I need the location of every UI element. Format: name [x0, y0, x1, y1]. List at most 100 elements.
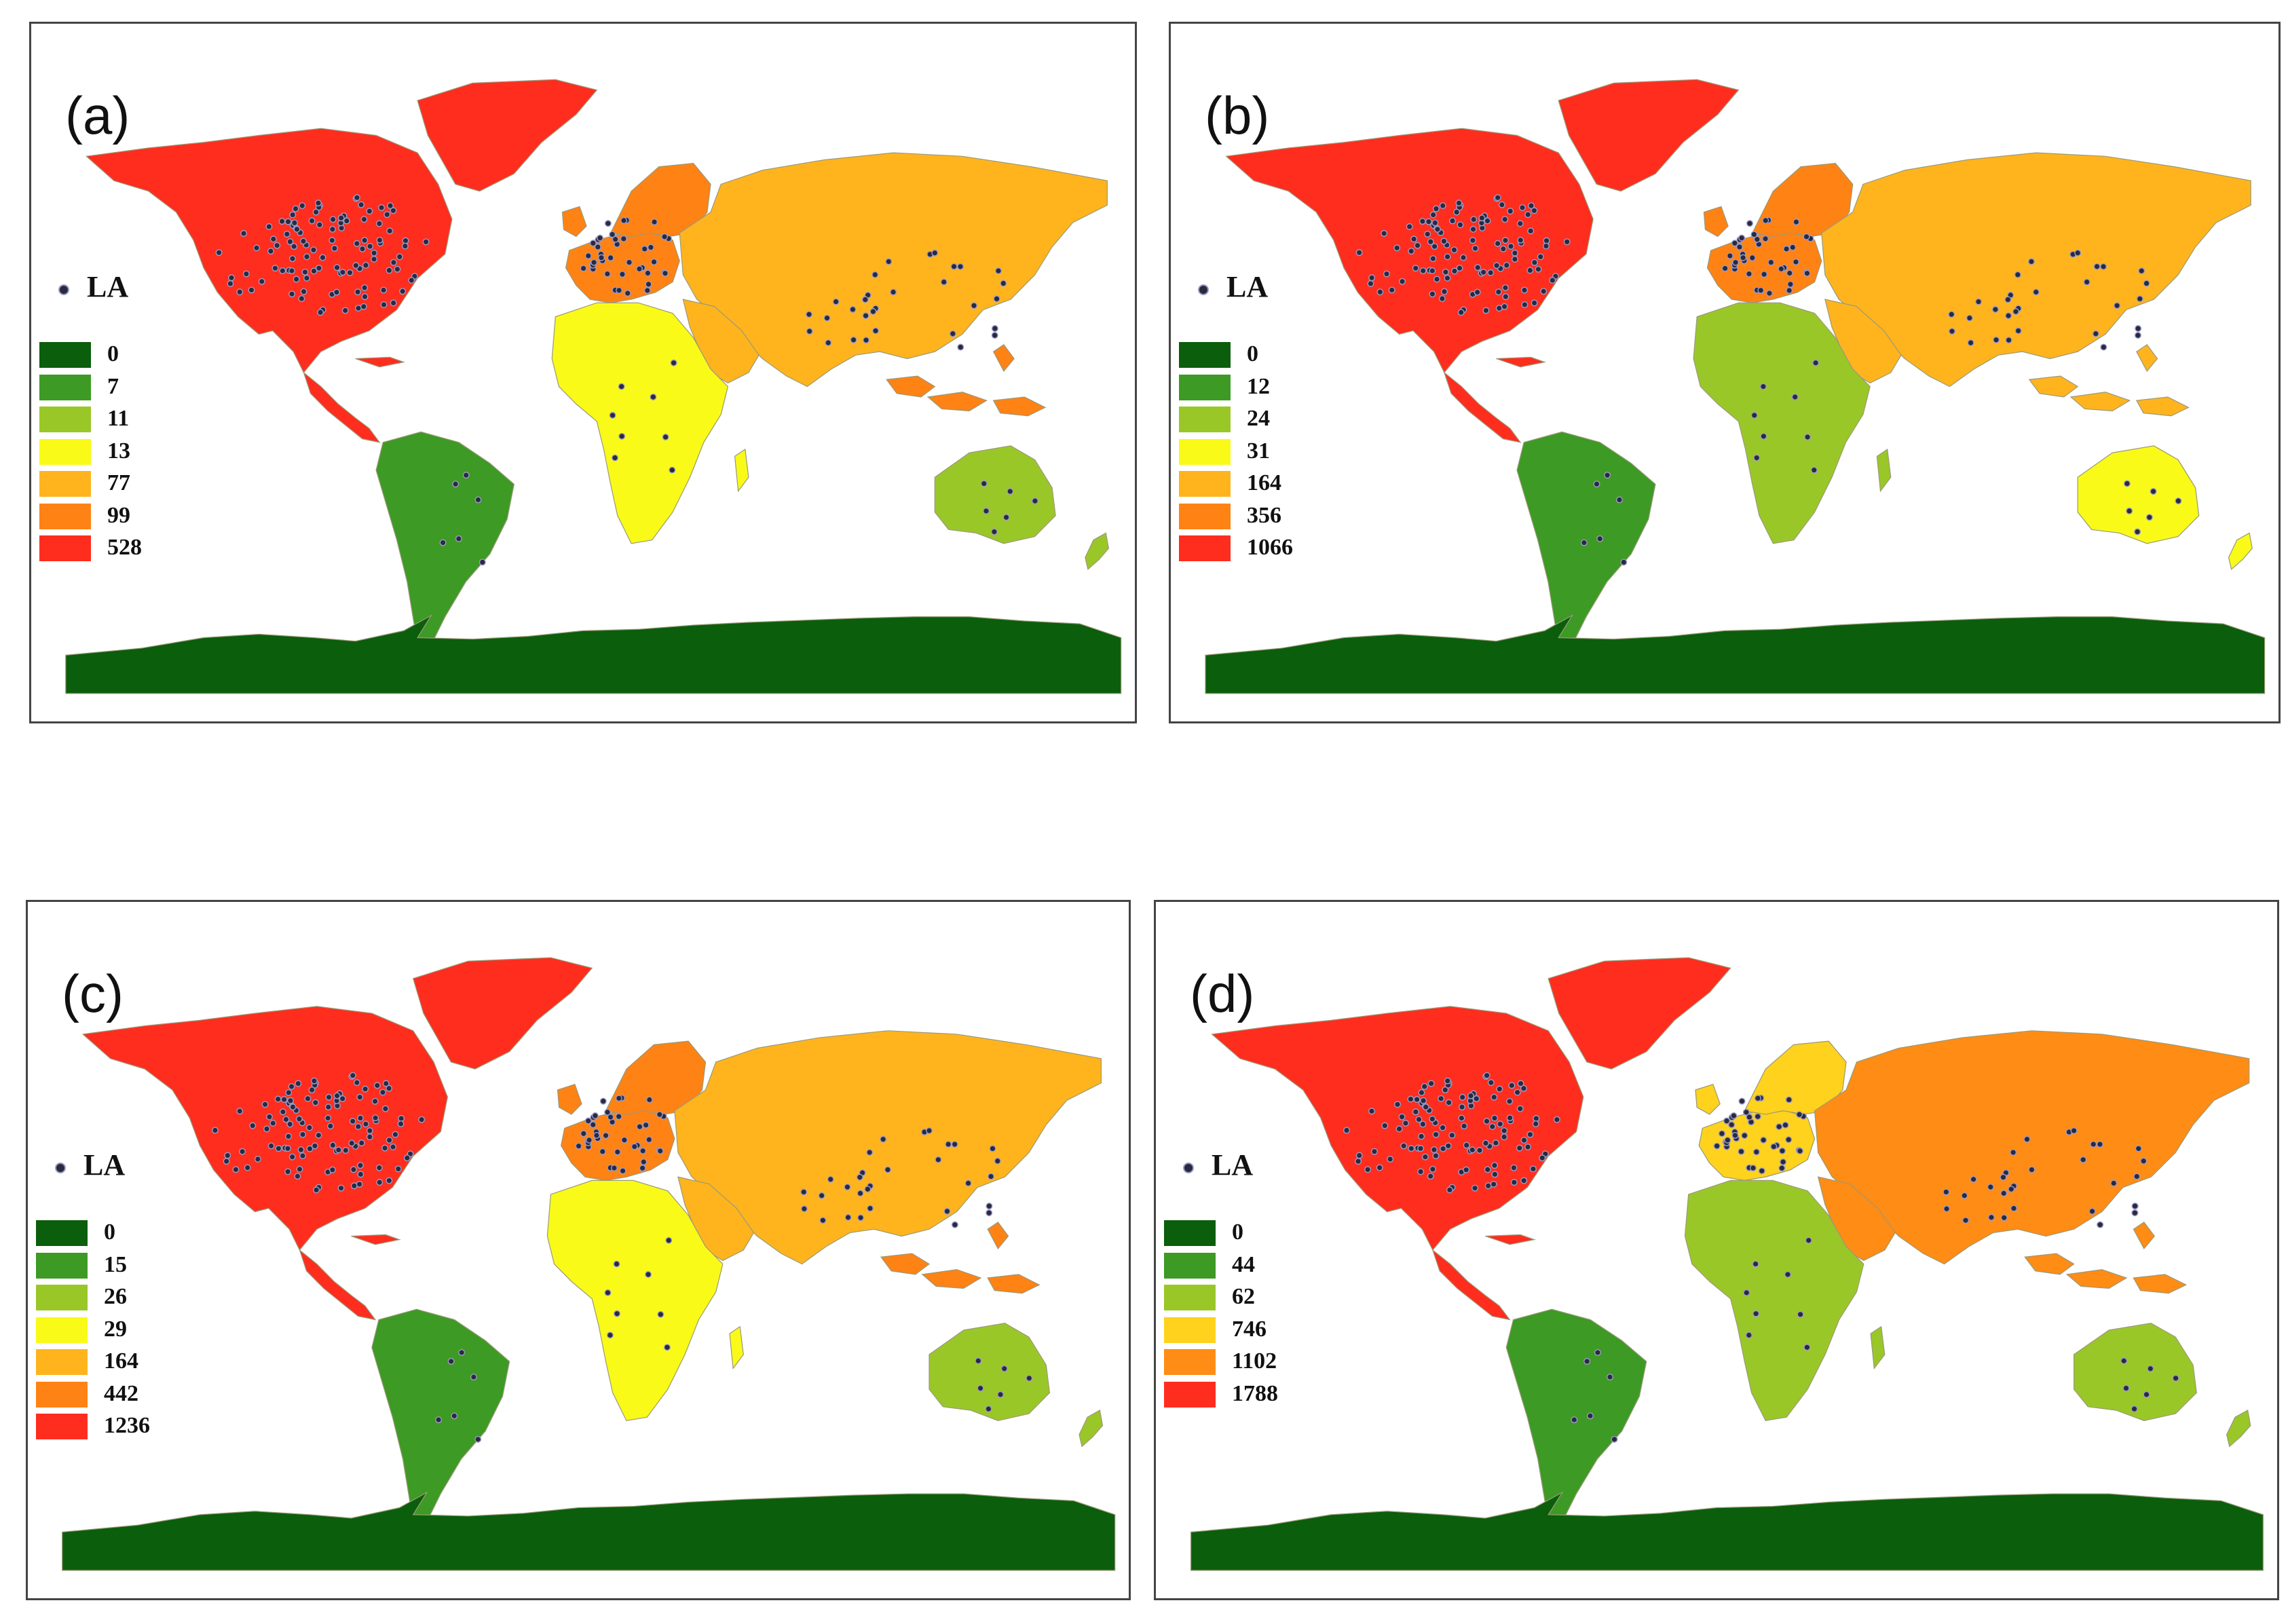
la-markers [1355, 194, 2182, 566]
region-greenland [412, 957, 593, 1070]
la-marker [1738, 1148, 1745, 1155]
country-shape [992, 396, 1047, 417]
la-marker [1490, 1162, 1499, 1169]
la-marker [1471, 1184, 1479, 1192]
la-marker [329, 237, 336, 244]
la-marker [316, 221, 323, 229]
la-marker [2131, 1405, 2138, 1413]
la-marker [294, 1173, 301, 1180]
la-marker [1785, 1136, 1793, 1144]
la-marker [353, 240, 360, 247]
la-marker [615, 1095, 622, 1102]
la-marker [1473, 1095, 1480, 1102]
la-marker [215, 249, 223, 257]
la-marker [360, 303, 367, 310]
la-marker [390, 207, 397, 214]
legend-label: 15 [104, 1251, 127, 1277]
country-shape [734, 449, 749, 493]
la-marker [612, 454, 619, 461]
region-antarctica [65, 614, 1122, 694]
region-north-america [81, 1006, 449, 1321]
la-marker [458, 1348, 466, 1356]
la-marker [439, 539, 447, 546]
la-marker [604, 220, 612, 227]
la-marker [1388, 286, 1395, 294]
la-marker [1494, 194, 1501, 202]
la-marker [827, 1175, 834, 1183]
world-map [1205, 79, 2266, 694]
country-shape [561, 206, 587, 238]
la-marker [1987, 1213, 1995, 1221]
la-marker [590, 259, 598, 266]
legend-swatch [39, 374, 91, 400]
la-marker [2114, 302, 2121, 309]
region-new-zealand [1079, 1410, 1104, 1448]
country-shape [2024, 1253, 2075, 1275]
region-southeast-asia-islands [880, 1222, 1040, 1294]
country-shape [546, 1179, 724, 1422]
la-marker [269, 235, 277, 243]
country-shape [987, 1274, 1040, 1294]
la-marker [376, 236, 383, 244]
la-markers [1343, 1072, 2179, 1443]
la-marker [1762, 216, 1769, 224]
region-greenland [1548, 957, 1731, 1070]
world-map [1190, 957, 2264, 1571]
la-marker [366, 1133, 373, 1141]
la-marker [951, 1221, 958, 1228]
la-marker [310, 246, 317, 254]
la-marker [249, 1122, 257, 1129]
la-marker [986, 1209, 993, 1217]
la-marker [1420, 1097, 1427, 1104]
la-marker [604, 1289, 612, 1296]
map-panel-d: (d) LA 0 44 62 746 1102 1788 [1154, 900, 2279, 1600]
la-marker [1510, 1164, 1518, 1171]
la-marker [983, 507, 990, 514]
la-marker [645, 1270, 652, 1278]
la-marker [275, 1145, 282, 1152]
la-marker [301, 268, 309, 276]
country-shape [729, 1325, 744, 1370]
country-shape [2069, 392, 2131, 412]
la-marker [1730, 1112, 1738, 1120]
la-marker [604, 1108, 612, 1116]
la-marker [1731, 1131, 1739, 1139]
legend-label: 99 [107, 502, 130, 528]
la-marker [371, 1097, 379, 1105]
la-marker [589, 1121, 597, 1129]
la-marker [1430, 1146, 1438, 1154]
la-marker [856, 1173, 863, 1181]
region-greenland [1558, 79, 1740, 192]
la-markers [215, 194, 1038, 566]
la-marker [356, 1180, 363, 1188]
la-marker [1611, 1435, 1618, 1443]
la-marker [1458, 1114, 1465, 1122]
la-marker [580, 1130, 587, 1137]
la-marker [324, 1114, 332, 1122]
la-marker [1463, 1166, 1470, 1173]
la-marker [1387, 1155, 1394, 1163]
la-marker [1448, 1131, 1456, 1139]
la-marker [1770, 1143, 1778, 1150]
la-marker [358, 1139, 365, 1147]
la-marker [1970, 1175, 1977, 1183]
la-marker [254, 1155, 261, 1163]
la-marker [1419, 267, 1427, 275]
la-marker [299, 1152, 306, 1160]
la-marker [299, 1131, 307, 1138]
country-shape [2133, 1274, 2188, 1294]
la-marker [452, 480, 460, 488]
la-marker [1757, 286, 1765, 294]
la-marker [1797, 1310, 1804, 1318]
la-marker [1732, 259, 1740, 266]
la-marker [823, 314, 831, 322]
la-marker [1429, 255, 1437, 263]
legend-label: 1102 [1232, 1348, 1277, 1374]
country-shape [992, 344, 1015, 373]
la-marker [650, 393, 657, 401]
la-marker [258, 278, 265, 285]
la-marker [253, 244, 260, 252]
la-marker [2110, 1179, 2118, 1187]
la-marker [1778, 1147, 1786, 1154]
la-marker [1761, 271, 1768, 278]
